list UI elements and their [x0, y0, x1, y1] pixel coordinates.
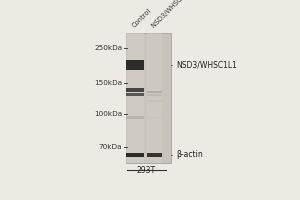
- Bar: [147, 33, 162, 163]
- Bar: [147, 91, 162, 93]
- Bar: [126, 60, 144, 70]
- Text: 70kDa: 70kDa: [99, 144, 122, 150]
- Text: 293T: 293T: [137, 166, 156, 175]
- Text: NSD3/WHSC1L1: NSD3/WHSC1L1: [176, 60, 237, 69]
- Bar: [126, 93, 144, 96]
- Text: 100kDa: 100kDa: [94, 111, 122, 117]
- Bar: [126, 153, 144, 157]
- Bar: [126, 33, 144, 163]
- Bar: [147, 153, 162, 157]
- Bar: [147, 94, 162, 96]
- Text: 250kDa: 250kDa: [94, 45, 122, 51]
- Bar: [126, 33, 171, 163]
- Bar: [147, 117, 162, 119]
- Text: 150kDa: 150kDa: [94, 80, 122, 86]
- Bar: [126, 88, 144, 92]
- Text: NSD3/WHSC1L1 KO: NSD3/WHSC1L1 KO: [151, 0, 200, 29]
- Bar: [147, 100, 162, 102]
- Bar: [126, 116, 144, 119]
- Text: Control: Control: [131, 7, 152, 29]
- Text: β-actin: β-actin: [176, 150, 202, 159]
